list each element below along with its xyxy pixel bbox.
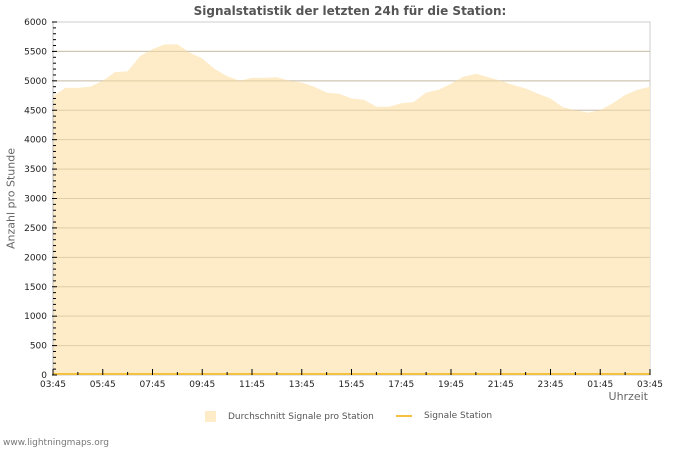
- legend: Durchschnitt Signale pro Station Signale…: [0, 411, 700, 427]
- svg-text:500: 500: [30, 342, 47, 352]
- svg-text:01:45: 01:45: [587, 380, 613, 390]
- area-swatch-icon: [205, 411, 216, 422]
- svg-text:07:45: 07:45: [140, 380, 166, 390]
- svg-text:3000: 3000: [24, 195, 47, 205]
- grid-lines-overlay: [53, 50, 650, 347]
- svg-text:03:45: 03:45: [40, 380, 66, 390]
- svg-text:4500: 4500: [24, 106, 47, 116]
- svg-text:5000: 5000: [24, 77, 47, 87]
- svg-text:21:45: 21:45: [488, 380, 514, 390]
- legend-item-average[interactable]: Durchschnitt Signale pro Station: [205, 411, 374, 422]
- x-axis-label: Uhrzeit: [608, 390, 648, 403]
- svg-text:23:45: 23:45: [538, 380, 564, 390]
- x-axis-ticks: 03:45 05:45 07:45 09:45 11:45 13:45 15:45 17:45…: [40, 369, 663, 390]
- line-swatch-icon: [396, 415, 412, 417]
- svg-text:19:45: 19:45: [438, 380, 464, 390]
- svg-text:1000: 1000: [24, 312, 47, 322]
- y-axis-ticks: 0 500 1000 1500 2000 2500 3000 3500 4000 4500 5000…: [24, 18, 57, 381]
- svg-text:11:45: 11:45: [239, 380, 265, 390]
- average-signals-area: [53, 44, 650, 376]
- svg-text:0: 0: [41, 371, 47, 381]
- svg-text:2000: 2000: [24, 253, 47, 263]
- svg-text:09:45: 09:45: [189, 380, 215, 390]
- svg-text:15:45: 15:45: [339, 380, 365, 390]
- svg-text:05:45: 05:45: [90, 380, 116, 390]
- footer-link[interactable]: www.lightningmaps.org: [3, 438, 109, 448]
- legend-item-station[interactable]: Signale Station: [396, 411, 492, 421]
- svg-text:6000: 6000: [24, 18, 47, 28]
- svg-text:4000: 4000: [24, 136, 47, 146]
- svg-text:13:45: 13:45: [289, 380, 315, 390]
- legend-label-average: Durchschnitt Signale pro Station: [228, 411, 374, 422]
- svg-text:1500: 1500: [24, 283, 47, 293]
- y-axis-label: Anzahl pro Stunde: [4, 148, 18, 250]
- svg-text:3500: 3500: [24, 165, 47, 175]
- legend-label-station: Signale Station: [424, 411, 493, 421]
- svg-text:03:45: 03:45: [637, 380, 663, 390]
- svg-text:17:45: 17:45: [388, 380, 414, 390]
- svg-text:5500: 5500: [24, 47, 47, 57]
- chart-title: Signalstatistik der letzten 24h für die …: [193, 4, 507, 18]
- svg-text:2500: 2500: [24, 224, 47, 234]
